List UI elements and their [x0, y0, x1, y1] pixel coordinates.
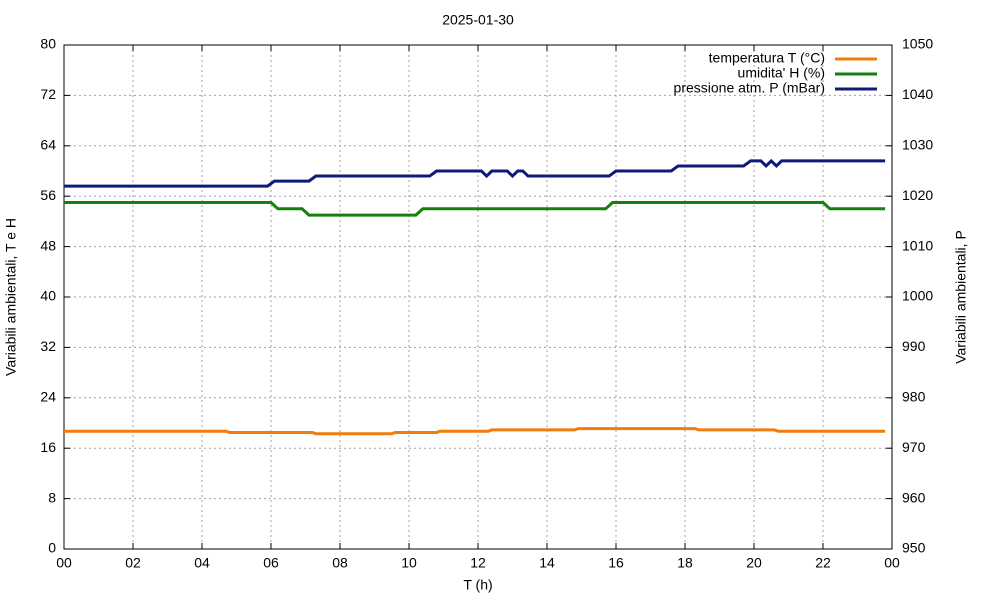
y2-tick-label: 1000: [902, 288, 933, 304]
y2-tick-label: 950: [902, 540, 926, 556]
x-tick-label: 22: [815, 555, 831, 571]
y-tick-label: 40: [40, 288, 56, 304]
y2-tick-label: 960: [902, 489, 926, 505]
y2-tick-label: 1050: [902, 36, 933, 52]
y2-tick-label: 990: [902, 338, 926, 354]
y-tick-label: 0: [48, 540, 56, 556]
y2-tick-label: 970: [902, 439, 926, 455]
series-line: [64, 201, 886, 217]
y-tick-label: 56: [40, 187, 56, 203]
y-tick-label: 8: [48, 489, 56, 505]
x-tick-label: 14: [539, 555, 555, 571]
legend-label: temperatura T (°C): [709, 50, 825, 66]
y-tick-label: 64: [40, 137, 56, 153]
x-tick-label: 02: [125, 555, 141, 571]
legend-label: umidita' H (%): [738, 65, 825, 81]
x-tick-label: 12: [470, 555, 486, 571]
y-tick-label: 48: [40, 237, 56, 253]
x-tick-label: 04: [194, 555, 210, 571]
y2-tick-label: 1010: [902, 237, 933, 253]
x-tick-label: 00: [56, 555, 72, 571]
x-tick-label: 06: [263, 555, 279, 571]
series-line: [64, 427, 886, 436]
chart-title: 2025-01-30: [442, 12, 514, 28]
y-axis-label: Variabili ambientali, T e H: [3, 218, 19, 376]
x-tick-label: 18: [677, 555, 693, 571]
series-line: [64, 158, 886, 188]
y-tick-label: 16: [40, 439, 56, 455]
x-axis-label: T (h): [463, 577, 492, 593]
y2-tick-label: 1020: [902, 187, 933, 203]
y2-axis-label: Variabili ambientali, P: [953, 230, 969, 364]
y2-tick-label: 980: [902, 389, 926, 405]
plot-frame: [63, 44, 893, 550]
x-tick-label: 08: [332, 555, 348, 571]
y-tick-label: 72: [40, 86, 56, 102]
x-tick-label: 16: [608, 555, 624, 571]
y-tick-label: 80: [40, 36, 56, 52]
y2-tick-label: 1040: [902, 86, 933, 102]
x-tick-label: 20: [746, 555, 762, 571]
y-tick-label: 32: [40, 338, 56, 354]
legend-label: pressione atm. P (mBar): [674, 80, 825, 96]
y2-tick-label: 1030: [902, 137, 933, 153]
x-tick-label: 00: [884, 555, 900, 571]
x-tick-label: 10: [401, 555, 417, 571]
y-tick-label: 24: [40, 389, 56, 405]
